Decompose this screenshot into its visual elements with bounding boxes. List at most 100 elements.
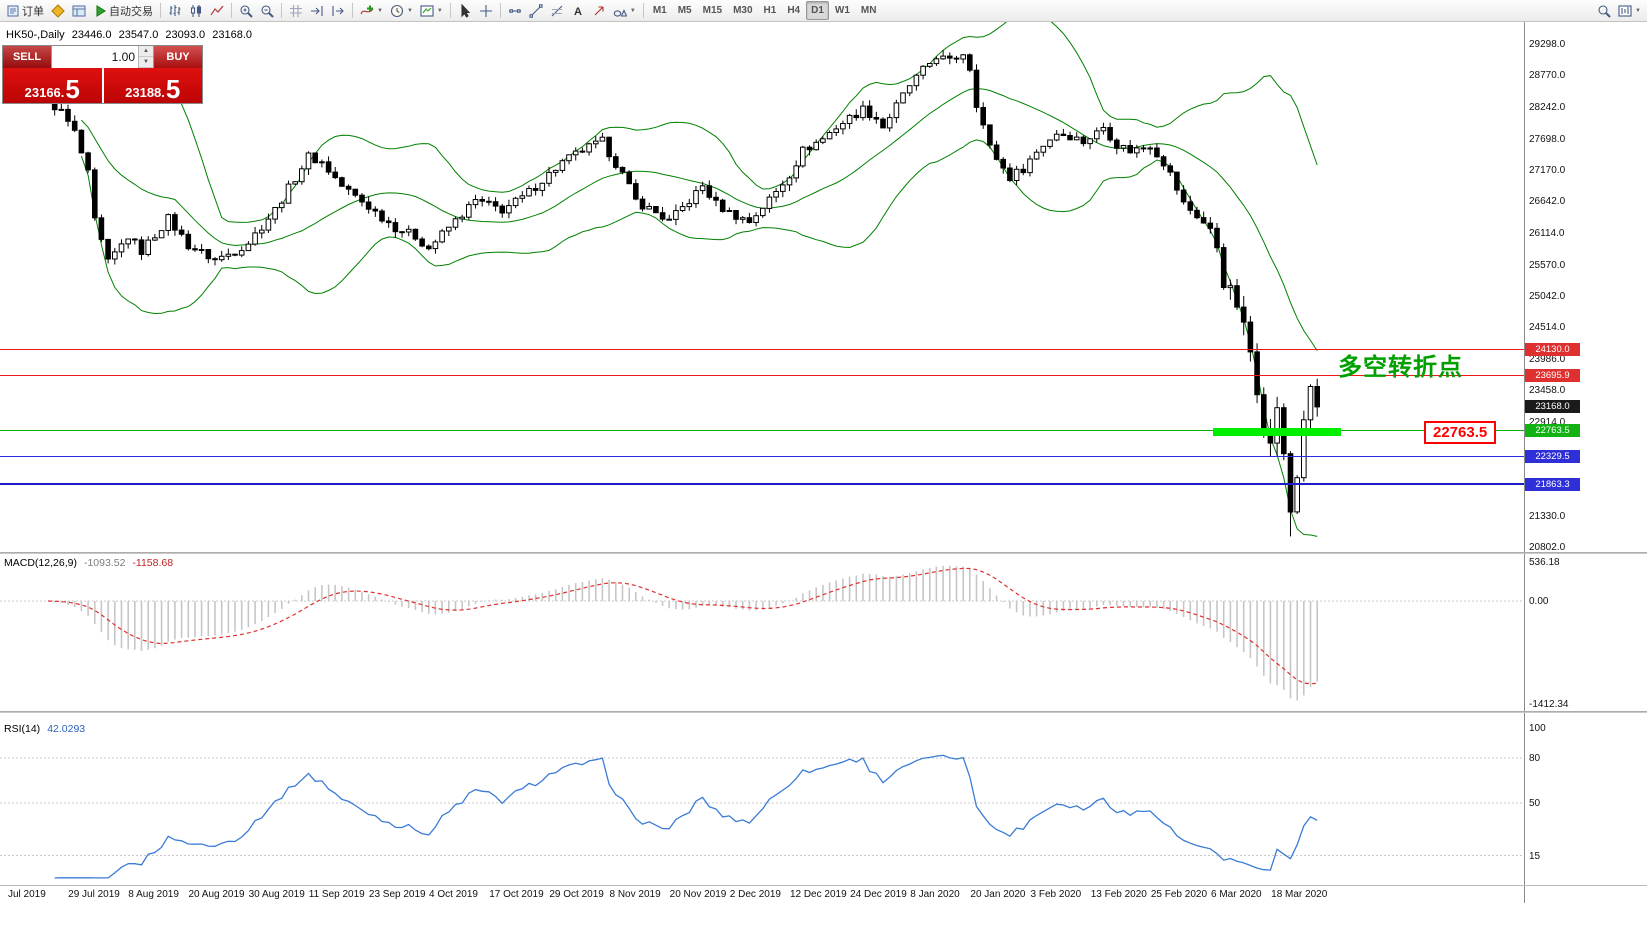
orders-button[interactable]: 订单	[3, 1, 47, 20]
close-value: 23168.0	[212, 29, 252, 41]
arrow-tool-icon	[592, 4, 606, 18]
date-axis-label: 20 Nov 2019	[669, 889, 727, 900]
timeframe-d1-button[interactable]: D1	[806, 1, 829, 20]
zoom-in-button[interactable]	[236, 1, 256, 20]
price-tick-label: 23986.0	[1529, 353, 1566, 365]
search-button[interactable]	[1594, 1, 1614, 20]
templates-button[interactable]: ▼	[417, 1, 446, 20]
chevron-down-icon: ▼	[406, 7, 413, 14]
turning-point-annotation[interactable]: 多空转折点	[1338, 354, 1463, 381]
timeframe-mn-button[interactable]: MN	[860, 5, 877, 16]
buy-price-button[interactable]: 23188. 5	[103, 68, 202, 104]
arrow-object-button[interactable]	[589, 1, 609, 20]
sell-price-button[interactable]: 23166. 5	[3, 68, 102, 103]
auto-scroll-icon	[310, 4, 324, 18]
buy-button[interactable]: BUY	[154, 46, 202, 68]
volume-spinner: 1.00 ▲ ▼	[51, 46, 154, 68]
price-tick-label: 27698.0	[1529, 133, 1566, 145]
panel-splitter[interactable]	[0, 552, 1647, 554]
horizontal-line-button[interactable]	[505, 1, 525, 20]
volume-decrease-button[interactable]: ▼	[139, 57, 153, 68]
timeframe-h4-button[interactable]: H4	[787, 5, 801, 16]
toolbar-divider	[160, 3, 161, 18]
sell-price-main: 23166.	[24, 84, 65, 100]
shapes-button[interactable]: ▼	[610, 1, 639, 20]
candlestick-chart-button[interactable]	[186, 1, 206, 20]
price-tick-label: 27170.0	[1529, 165, 1566, 177]
level-price-label[interactable]: 22763.5	[1424, 421, 1497, 444]
periods-button[interactable]: ▼	[387, 1, 416, 20]
line-chart-button[interactable]	[207, 1, 227, 20]
candle-chart-icon	[189, 4, 203, 18]
horizontal-level-line[interactable]	[0, 375, 1524, 377]
fibonacci-button[interactable]	[547, 1, 567, 20]
timeframe-w1-button[interactable]: W1	[834, 5, 850, 16]
volume-input[interactable]: 1.00	[111, 50, 135, 64]
volume-increase-button[interactable]: ▲	[139, 46, 153, 57]
svg-text:A: A	[574, 6, 582, 18]
timeframe-m1-button[interactable]: M1	[652, 5, 667, 16]
date-axis-label: 11 Sep 2019	[308, 889, 365, 900]
panel-icon	[72, 4, 86, 18]
date-axis-label: 29 Jul 2019	[68, 889, 120, 900]
sell-button[interactable]: SELL	[3, 46, 51, 68]
price-badge: 22329.5	[1525, 450, 1580, 464]
trendline-icon	[529, 3, 543, 18]
timeframe-m30-button[interactable]: M30	[733, 5, 753, 16]
crosshair-button[interactable]	[476, 1, 496, 20]
chart-ohlc-header: HK50-,Daily 23446.0 23547.0 23093.0 2316…	[6, 29, 256, 41]
timeframe-m15-button[interactable]: M15	[702, 5, 723, 16]
chevron-down-icon: ▼	[377, 7, 383, 14]
cursor-icon	[458, 3, 472, 18]
chart-shift-button[interactable]	[328, 1, 348, 20]
text-icon: A	[571, 4, 585, 18]
zoom-in-icon	[239, 4, 253, 18]
toolbar-divider	[499, 3, 501, 18]
open-value: 23446.0	[71, 29, 112, 41]
timeframe-m5-button[interactable]: M5	[677, 5, 692, 16]
cursor-button[interactable]	[455, 1, 475, 20]
timeframe-h1-button[interactable]: H1	[763, 5, 777, 16]
price-tick-label: 26642.0	[1529, 196, 1566, 208]
auto-trading-button[interactable]: 自动交易	[90, 1, 156, 20]
terminal-panel-button[interactable]	[69, 1, 89, 20]
price-badge: 23695.9	[1525, 369, 1580, 383]
grid-button[interactable]	[286, 1, 306, 20]
toolbar: 订单 自动交易 ▼ ▼ ▼ A ▼ M1 M5 M15 M30 H1 H4 D1 W1 MN ▼	[0, 0, 1647, 22]
orders-icon	[6, 4, 20, 18]
trendline-button[interactable]	[526, 1, 546, 20]
date-axis-label: 20 Aug 2019	[188, 889, 245, 900]
zoom-out-icon	[260, 4, 274, 18]
rsi-indicator-label: RSI(14) 42.0293	[4, 723, 85, 735]
buy-price-last-digit: 5	[165, 73, 181, 104]
macd-name: MACD(12,26,9)	[4, 557, 77, 569]
panel-splitter[interactable]	[0, 711, 1647, 713]
indicators-button[interactable]: ▼	[357, 1, 386, 20]
new-order-button[interactable]	[48, 1, 68, 20]
date-axis-label: 20 Jan 2020	[970, 889, 1026, 900]
clock-icon	[390, 4, 404, 18]
horizontal-level-line[interactable]	[0, 456, 1524, 458]
macd-indicator-label: MACD(12,26,9) -1093.52 -1158.68	[4, 557, 173, 569]
chevron-down-icon: ▼	[436, 7, 443, 14]
date-axis-label: 8 Jan 2020	[910, 889, 960, 900]
date-axis-label: 29 Oct 2019	[549, 889, 604, 900]
price-badge: 22763.5	[1525, 424, 1580, 438]
search-icon	[1597, 4, 1611, 18]
zoom-out-button[interactable]	[257, 1, 277, 20]
new-chart-button[interactable]: ▼	[1615, 1, 1644, 20]
bar-chart-button[interactable]	[165, 1, 185, 20]
text-label-button[interactable]: A	[568, 1, 588, 20]
auto-scroll-button[interactable]	[307, 1, 327, 20]
price-tick-label: 28242.0	[1529, 101, 1566, 113]
price-badge: 21863.3	[1525, 477, 1580, 491]
price-tick-label: 24514.0	[1529, 322, 1566, 334]
support-highlight-bar[interactable]	[1213, 428, 1341, 436]
macd-axis-label: -1412.34	[1529, 698, 1569, 710]
date-axis-label: 17 Oct 2019	[489, 889, 544, 900]
horizontal-level-line[interactable]	[0, 349, 1524, 351]
horizontal-level-line[interactable]	[0, 483, 1524, 486]
toolbar-divider	[352, 3, 353, 18]
date-axis-label: 6 Mar 2020	[1211, 889, 1262, 900]
